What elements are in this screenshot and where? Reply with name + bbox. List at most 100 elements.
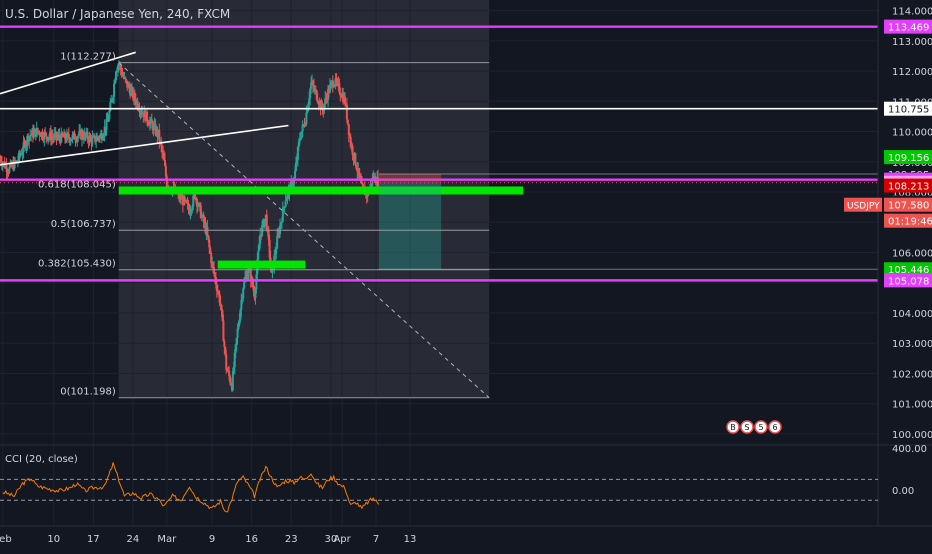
candle-body bbox=[333, 84, 336, 86]
candle-body bbox=[189, 211, 192, 215]
candle-body bbox=[359, 175, 362, 178]
candle-body bbox=[306, 111, 309, 113]
candle-body bbox=[348, 134, 351, 137]
candle-body bbox=[307, 104, 310, 112]
time-tick-17: 17 bbox=[87, 534, 100, 545]
candle-body bbox=[237, 324, 240, 329]
order-tool-label: 5 bbox=[758, 423, 763, 432]
candle-body bbox=[249, 268, 252, 282]
candle-body bbox=[120, 69, 123, 75]
price-tick-label: 102.000 bbox=[892, 369, 932, 380]
order-tool-6: 6 bbox=[768, 420, 782, 434]
candle-body bbox=[242, 288, 245, 299]
order-tool-label: 6 bbox=[772, 423, 777, 432]
candle-body bbox=[324, 98, 327, 105]
candle-body bbox=[43, 132, 46, 140]
candle-body bbox=[22, 142, 25, 153]
candle-body bbox=[311, 81, 314, 86]
candle-body bbox=[246, 273, 249, 279]
candle-body bbox=[337, 81, 340, 84]
candle-body bbox=[212, 267, 215, 274]
cci-line bbox=[2, 462, 380, 513]
candle-body bbox=[218, 294, 221, 304]
candle-body bbox=[114, 71, 117, 81]
candle-body bbox=[38, 132, 41, 136]
price-badge-bg bbox=[884, 150, 932, 165]
candle-body bbox=[44, 132, 47, 134]
candle-body bbox=[331, 81, 334, 88]
candle-body bbox=[182, 197, 185, 206]
price-badge-bg bbox=[884, 178, 932, 193]
time-tick-13: 13 bbox=[404, 534, 417, 545]
candle-body bbox=[309, 88, 312, 99]
fib-labels-layer: 1(112.277) 0.618(108.045) 0.5(106.737) 0.38… bbox=[38, 52, 490, 399]
candle-body bbox=[271, 265, 274, 273]
candle-body bbox=[91, 137, 94, 144]
candle-body bbox=[322, 110, 325, 112]
candle-body bbox=[48, 136, 51, 139]
candle-body bbox=[283, 206, 286, 208]
candle-body bbox=[310, 82, 313, 89]
symbol-badge: USDJPY bbox=[844, 197, 882, 212]
candle-body bbox=[276, 235, 279, 249]
price-badge-bg bbox=[884, 273, 932, 288]
candle-body bbox=[377, 177, 380, 188]
green-zone-1 bbox=[118, 186, 524, 195]
candle-body bbox=[216, 290, 219, 293]
candle-body bbox=[251, 278, 254, 287]
fib-label-0.382: 0.382(105.430) bbox=[38, 259, 116, 270]
candle-body bbox=[190, 210, 193, 212]
candle-body bbox=[217, 292, 220, 295]
candle-body bbox=[49, 132, 52, 141]
candle-body bbox=[263, 218, 266, 227]
price-axis[interactable]: 114.000113.000112.000111.000110.000109.0… bbox=[844, 0, 932, 526]
candle-body bbox=[95, 140, 98, 142]
candle-body bbox=[369, 183, 372, 189]
position-stop-zone bbox=[378, 174, 442, 183]
candle-body bbox=[97, 136, 100, 138]
price-tick-label: 110.000 bbox=[892, 128, 932, 139]
candle-body bbox=[252, 286, 255, 292]
price-badge-bg bbox=[884, 101, 932, 116]
candle-body bbox=[219, 303, 222, 305]
candle-body bbox=[162, 152, 165, 155]
candle-body bbox=[297, 141, 300, 147]
candle-body bbox=[295, 159, 298, 163]
candle-body bbox=[118, 63, 121, 65]
candle-body bbox=[280, 221, 283, 223]
price-badge-bg bbox=[884, 262, 932, 277]
candle-body bbox=[183, 197, 186, 201]
candle-body bbox=[115, 70, 118, 72]
candle-body bbox=[86, 132, 89, 140]
candle-body bbox=[88, 136, 91, 143]
candle-body bbox=[58, 134, 61, 139]
price-badge-text: 105.078 bbox=[888, 276, 929, 287]
candle-body bbox=[371, 177, 374, 186]
candle-body bbox=[60, 132, 63, 143]
candle-body bbox=[296, 146, 299, 160]
candle-body bbox=[292, 184, 295, 188]
time-tick-Feb: Feb bbox=[0, 534, 12, 545]
candle-body bbox=[109, 102, 112, 111]
price-badge-107.580: 107.580 bbox=[884, 197, 932, 212]
candle-body bbox=[13, 160, 16, 170]
candle-body bbox=[328, 85, 331, 93]
candle-body bbox=[366, 192, 369, 197]
order-tool-circle bbox=[768, 420, 782, 434]
candle-body bbox=[243, 280, 246, 289]
candle-body bbox=[102, 134, 105, 138]
candle-body bbox=[119, 64, 122, 70]
candle-body bbox=[108, 110, 111, 120]
order-tool-label: S bbox=[744, 423, 749, 432]
candle-body bbox=[207, 235, 210, 240]
candle-body bbox=[94, 135, 97, 142]
candle-body bbox=[344, 96, 347, 105]
price-tick-label: 106.000 bbox=[892, 248, 932, 259]
price-tick-label: 104.000 bbox=[892, 309, 932, 320]
candle-body bbox=[226, 369, 229, 371]
candle-body bbox=[133, 92, 136, 100]
